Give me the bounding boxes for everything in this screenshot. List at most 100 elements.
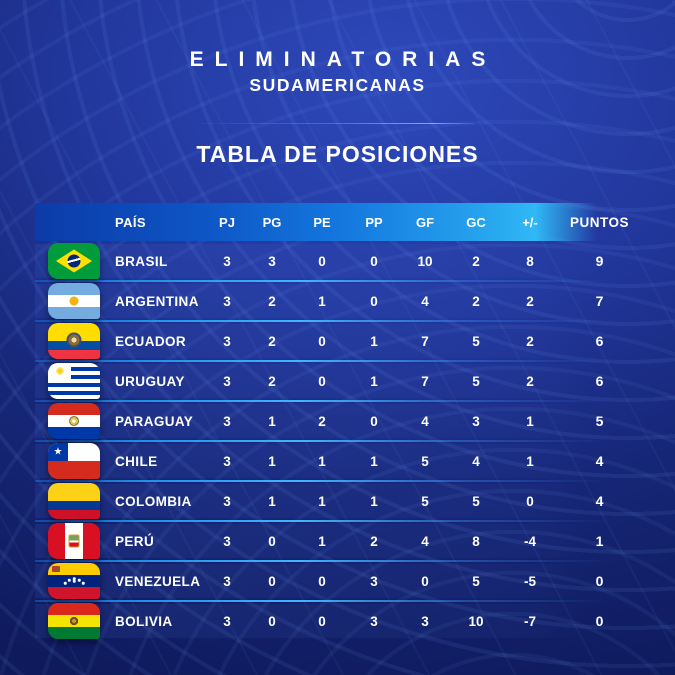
wins-value: 0	[268, 613, 276, 629]
table-row-argentina: ARGENTINA 3 2 1 0 4 2 2 7	[35, 281, 640, 322]
wins-value: 2	[268, 293, 276, 309]
table-row-uruguay: URUGUAY 3 2 0 1 7 5 2 6	[35, 361, 640, 402]
column-header-pj: PJ	[219, 214, 235, 230]
draws-value: 1	[318, 533, 326, 549]
goal-difference-value: 1	[526, 413, 534, 429]
column-header-pp: PP	[365, 214, 383, 230]
wins-value: 0	[268, 573, 276, 589]
losses-value: 2	[370, 533, 378, 549]
matches-played-value: 3	[223, 293, 231, 309]
matches-played-value: 3	[223, 413, 231, 429]
country-name: PERÚ	[115, 533, 155, 549]
points-value: 6	[595, 373, 604, 389]
matches-played-value: 3	[223, 613, 231, 629]
goals-against-value: 10	[468, 613, 484, 629]
goals-for-value: 5	[421, 453, 429, 469]
wins-value: 1	[268, 413, 276, 429]
table-row-paraguay: PARAGUAY 3 1 2 0 4 3 1 5	[35, 401, 640, 442]
losses-value: 0	[370, 253, 378, 269]
draws-value: 0	[318, 253, 326, 269]
wins-value: 0	[268, 533, 276, 549]
goals-against-value: 4	[472, 453, 480, 469]
goals-for-value: 4	[421, 533, 429, 549]
flag-cell	[35, 363, 113, 399]
country-flag-icon	[48, 283, 100, 319]
matches-played-value: 3	[223, 573, 231, 589]
flag-cell	[35, 523, 113, 559]
goals-for-value: 7	[421, 333, 429, 349]
losses-value: 1	[370, 493, 378, 509]
points-value: 1	[595, 533, 604, 549]
goals-for-value: 4	[421, 413, 429, 429]
goal-difference-value: -7	[523, 613, 536, 629]
page-subtitle: SUDAMERICANAS	[249, 75, 426, 95]
flag-emblem	[72, 579, 76, 583]
draws-value: 0	[318, 613, 326, 629]
goal-difference-value: 8	[526, 253, 534, 269]
flag-cell	[35, 243, 113, 279]
draws-value: 2	[318, 413, 326, 429]
flag-emblem	[69, 616, 79, 626]
draws-value: 0	[318, 573, 326, 589]
losses-value: 1	[370, 373, 378, 389]
goals-for-value: 3	[421, 613, 429, 629]
draws-value: 1	[318, 493, 326, 509]
column-header-pais: PAÍS	[115, 214, 146, 230]
losses-value: 3	[370, 613, 378, 629]
table-row-brasil: BRASIL 3 3 0 0 10 2 8 9	[35, 241, 640, 282]
matches-played-value: 3	[223, 253, 231, 269]
points-value: 0	[595, 573, 604, 589]
goals-for-value: 0	[421, 573, 429, 589]
section-title: TABLA DE POSICIONES	[196, 141, 479, 167]
table-row-ecuador: ECUADOR 3 2 0 1 7 5 2 6	[35, 321, 640, 362]
goals-against-value: 2	[472, 293, 480, 309]
draws-value: 1	[318, 293, 326, 309]
points-value: 4	[595, 453, 604, 469]
losses-value: 0	[370, 413, 378, 429]
flag-cell	[35, 323, 113, 359]
wins-value: 2	[268, 373, 276, 389]
matches-played-value: 3	[223, 493, 231, 509]
column-header-dif: +/-	[522, 214, 538, 230]
table-body: BRASIL 3 3 0 0 10 2 8 9 ARGENTINA 3 2 1 …	[35, 241, 640, 641]
column-header-pe: PE	[313, 214, 331, 230]
goals-against-value: 3	[472, 413, 480, 429]
country-name: ARGENTINA	[115, 293, 199, 309]
draws-value: 1	[318, 453, 326, 469]
wins-value: 3	[268, 253, 276, 269]
points-value: 0	[595, 613, 604, 629]
goals-against-value: 5	[472, 493, 480, 509]
flag-cell	[35, 403, 113, 439]
page-title: ELIMINATORIAS	[189, 48, 497, 71]
flag-emblem	[48, 443, 68, 461]
goals-against-value: 5	[472, 373, 480, 389]
table-row-bolivia: BOLIVIA 3 0 0 3 3 10 -7 0	[35, 601, 640, 641]
points-value: 9	[595, 253, 604, 269]
matches-played-value: 3	[223, 333, 231, 349]
wins-value: 1	[268, 453, 276, 469]
goals-against-value: 5	[472, 573, 480, 589]
country-name: CHILE	[115, 453, 158, 469]
goal-difference-value: 2	[526, 373, 534, 389]
country-name: PARAGUAY	[115, 413, 194, 429]
losses-value: 3	[370, 573, 378, 589]
flag-cell	[35, 283, 113, 319]
country-name: URUGUAY	[115, 373, 185, 389]
table-row-colombia: COLOMBIA 3 1 1 1 5 5 0 4	[35, 481, 640, 522]
flag-emblem	[48, 363, 71, 379]
table-row-chile: CHILE 3 1 1 1 5 4 1 4	[35, 441, 640, 482]
goal-difference-value: 0	[526, 493, 534, 509]
goal-difference-value: -4	[523, 533, 536, 549]
column-header-gf: GF	[415, 214, 435, 230]
country-flag-icon	[48, 323, 100, 359]
losses-value: 0	[370, 293, 378, 309]
goals-for-value: 7	[421, 373, 429, 389]
table-header-row: PAÍS PJ PG PE PP GF GC +/- PUNTOS	[35, 203, 640, 241]
country-flag-icon	[48, 403, 100, 439]
points-value: 7	[595, 293, 604, 309]
divider-line	[201, 123, 474, 124]
standings-table: PAÍS PJ PG PE PP GF GC +/- PUNTOS BRASIL…	[35, 203, 640, 641]
country-name: ECUADOR	[115, 333, 187, 349]
column-header-pg: PG	[262, 214, 282, 230]
